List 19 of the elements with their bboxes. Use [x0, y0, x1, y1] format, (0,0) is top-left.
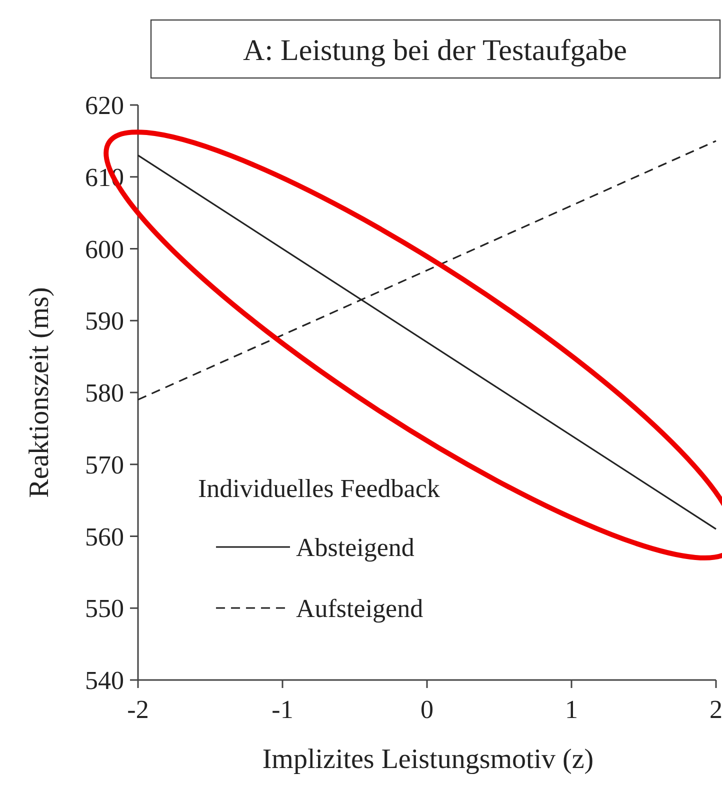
y-tick-label: 580	[85, 378, 124, 408]
legend-title: Individuelles Feedback	[198, 474, 440, 503]
x-tick-label: 2	[710, 695, 722, 724]
x-tick-label: 0	[420, 695, 434, 724]
y-tick-label: 600	[85, 234, 124, 264]
x-tick-label: -1	[272, 695, 294, 724]
x-axis-title: Implizites Leistungsmotiv (z)	[262, 744, 594, 775]
legend-label: Absteigend	[296, 533, 414, 562]
y-tick-label: 590	[85, 306, 124, 336]
x-tick-label: 1	[565, 695, 578, 724]
y-tick-label: 540	[85, 666, 124, 695]
x-tick-label: -2	[127, 695, 149, 724]
y-tick-label: 620	[85, 91, 124, 120]
y-tick-label: 560	[85, 522, 124, 552]
y-tick-label: 550	[85, 594, 124, 624]
chart-title: A: Leistung bei der Testaufgabe	[243, 34, 627, 67]
y-axis-title: Reaktionszeit (ms)	[24, 287, 55, 498]
y-tick-label: 570	[85, 450, 124, 480]
legend-label: Aufsteigend	[296, 594, 424, 623]
